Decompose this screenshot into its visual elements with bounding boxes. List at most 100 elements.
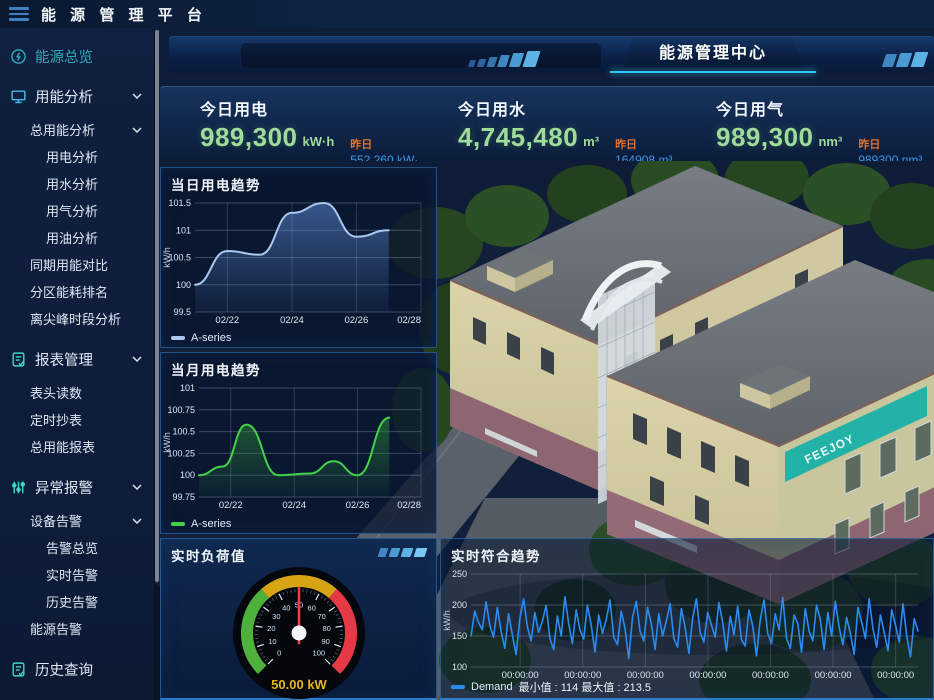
sidebar-item-label: 历史查询: [35, 662, 93, 679]
sidebar-item-abnormal-alarm[interactable]: 异常报警: [0, 467, 154, 507]
sidebar-item-zone-ranking[interactable]: 分区能耗排名: [0, 278, 154, 305]
energy-overview-icon: [11, 48, 26, 64]
svg-text:50.00 kW: 50.00 kW: [271, 677, 327, 692]
page-title: 能源管理中心: [621, 37, 805, 71]
stat-unit: kW·h: [302, 134, 335, 149]
sidebar-item-label: 用能分析: [35, 89, 93, 106]
sidebar-item-device-alarm[interactable]: 设备告警: [0, 507, 154, 534]
svg-text:150: 150: [452, 631, 467, 641]
svg-text:00:00:00: 00:00:00: [877, 670, 914, 681]
svg-text:100: 100: [312, 648, 325, 657]
sidebar-item-label: 能源告警: [30, 622, 83, 637]
svg-text:00:00:00: 00:00:00: [689, 670, 726, 681]
sidebar-item-label: 总用能报表: [30, 440, 96, 455]
svg-text:101: 101: [180, 383, 195, 393]
svg-text:02/28: 02/28: [397, 315, 421, 326]
monthly-power-chart: 99.75 100 100.25 100.5 100.75 101 02/22 02/24 02…: [161, 381, 436, 516]
stat-card-electricity: 今日用电 989,300 kW·h 昨日 552,260 kW·h: [160, 87, 418, 161]
sidebar-item-peak-analysis[interactable]: 离尖峰时段分析: [0, 305, 154, 332]
svg-text:10: 10: [268, 637, 276, 646]
svg-text:100.5: 100.5: [172, 427, 195, 437]
legend-marker: [171, 522, 185, 526]
banner-underline: [610, 71, 816, 73]
panel-title: 实时负荷值: [171, 549, 246, 564]
sidebar-item-energy-alarm[interactable]: 能源告警: [0, 615, 154, 642]
scrollbar-thumb[interactable]: [155, 30, 159, 582]
sidebar-item-history-alarm[interactable]: 历史告警: [0, 588, 154, 615]
svg-text:02/24: 02/24: [280, 315, 304, 326]
svg-text:kW/h: kW/h: [162, 247, 172, 268]
menu-icon[interactable]: [9, 7, 29, 21]
svg-text:00:00:00: 00:00:00: [564, 670, 601, 681]
chart-legend[interactable]: Demand 最小值 : 114 最大值 : 213.5: [451, 679, 651, 695]
main-scrollbar[interactable]: [155, 28, 160, 700]
svg-text:30: 30: [272, 612, 280, 621]
topbar: 能 源 管 理 平 台: [0, 0, 934, 28]
stat-unit: m³: [583, 134, 600, 149]
prev-value: 164908 m³: [615, 152, 673, 161]
svg-text:60: 60: [307, 604, 315, 613]
svg-text:100.75: 100.75: [167, 405, 195, 415]
sidebar-item-meter-reading[interactable]: 表头读数: [0, 379, 154, 406]
sidebar-item-total-usage-analysis[interactable]: 总用能分析: [0, 116, 154, 143]
chart-legend[interactable]: A-series: [171, 332, 231, 344]
sliders-icon: [11, 481, 26, 493]
legend-label: Demand: [471, 681, 513, 693]
sidebar-item-water-analysis[interactable]: 用水分析: [0, 170, 154, 197]
chevron-down-icon: [132, 356, 142, 362]
svg-text:02/24: 02/24: [282, 500, 306, 511]
stat-title: 今日用电: [200, 102, 269, 119]
sidebar-item-oil-analysis[interactable]: 用油分析: [0, 224, 154, 251]
sidebar-item-gas-analysis[interactable]: 用气分析: [0, 197, 154, 224]
sidebar-item-realtime-alarm[interactable]: 实时告警: [0, 561, 154, 588]
legend-marker: [171, 336, 185, 340]
svg-text:200: 200: [452, 600, 467, 610]
sidebar-item-label: 用水分析: [46, 177, 99, 192]
sidebar-item-label: 告警总览: [46, 541, 99, 556]
legend-label: A-series: [191, 332, 232, 344]
header-banner: 能源管理中心: [169, 36, 934, 73]
sidebar-item-electric-analysis[interactable]: 用电分析: [0, 143, 154, 170]
chevron-down-icon: [132, 517, 142, 524]
sidebar-item-label: 分区能耗排名: [30, 285, 109, 300]
sidebar-item-label: 实时告警: [46, 568, 99, 583]
svg-text:40: 40: [282, 604, 290, 613]
sidebar-item-label: 异常报警: [35, 480, 93, 497]
svg-text:100.25: 100.25: [167, 448, 195, 458]
sidebar-item-period-compare[interactable]: 同期用能对比: [0, 251, 154, 278]
sidebar-item-total-usage-report[interactable]: 总用能报表: [0, 433, 154, 460]
legend-stats: 最小值 : 114 最大值 : 213.5: [518, 682, 652, 694]
svg-text:80: 80: [322, 624, 330, 633]
svg-text:70: 70: [317, 612, 325, 621]
sidebar-item-history-query[interactable]: 历史查询: [0, 649, 154, 689]
svg-text:99.75: 99.75: [172, 492, 195, 502]
chevron-down-icon: [132, 484, 142, 490]
panel-deco-slashes: [377, 548, 428, 557]
sidebar-item-label: 用电分析: [46, 150, 99, 165]
svg-text:101: 101: [176, 225, 191, 235]
sidebar-item-scheduled-reading[interactable]: 定时抄表: [0, 406, 154, 433]
svg-text:101.5: 101.5: [168, 198, 191, 208]
stat-card-water: 今日用水 4,745,480 m³ 昨日 164908 m³: [418, 87, 676, 161]
prev-label: 昨日: [615, 139, 638, 151]
sidebar-item-energy-overview[interactable]: 能源总览: [0, 36, 154, 76]
svg-text:0: 0: [277, 648, 281, 657]
chart-legend[interactable]: A-series: [171, 518, 231, 530]
svg-text:02/26: 02/26: [344, 315, 368, 326]
legend-marker: [451, 685, 465, 689]
prev-value: 552,260 kW·h: [350, 152, 418, 161]
history-doc-icon: [12, 661, 25, 677]
daily-power-chart: 99.5 100 100.5 101 101.5 02/22 02/24 02/26 02/28…: [161, 196, 436, 331]
sidebar-item-label: 总用能分析: [30, 123, 96, 138]
monitor-icon: [11, 89, 26, 103]
realtime-load-panel: 实时负荷值 010203040506070809010050.00 kW: [160, 538, 437, 700]
svg-text:02/22: 02/22: [215, 315, 239, 326]
sidebar-item-usage-analysis[interactable]: 用能分析: [0, 76, 154, 116]
panel-title: 实时符合趋势: [451, 549, 541, 564]
sidebar-item-report-management[interactable]: 报表管理: [0, 339, 154, 379]
stat-card-gas: 今日用气 989,300 nm³ 昨日 989300 nm³: [676, 87, 934, 161]
sidebar-item-alarm-overview[interactable]: 告警总览: [0, 534, 154, 561]
svg-text:kW/h: kW/h: [162, 432, 172, 453]
panel-title: 当日用电趋势: [171, 178, 261, 193]
